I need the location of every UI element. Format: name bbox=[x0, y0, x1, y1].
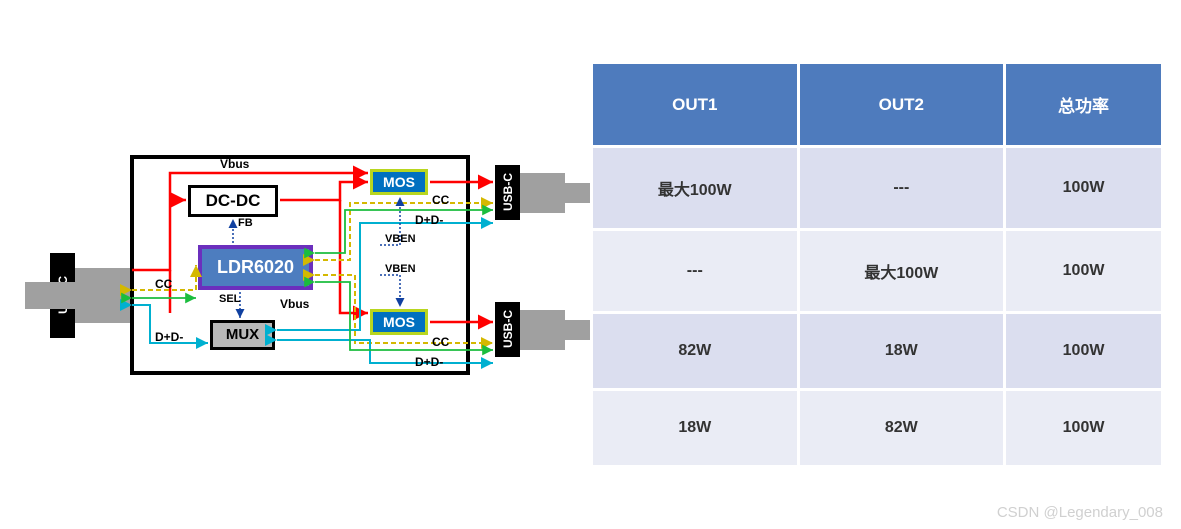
table-row: 18W 82W 100W bbox=[592, 390, 1163, 467]
label-cc-2: CC bbox=[432, 335, 449, 349]
table-row: 82W 18W 100W bbox=[592, 313, 1163, 390]
usbc-right-connector-1: USB-C bbox=[495, 165, 520, 220]
cell: --- bbox=[592, 230, 799, 313]
cell: 100W bbox=[1005, 230, 1163, 313]
table-header-row: OUT1 OUT2 总功率 bbox=[592, 63, 1163, 147]
watermark: CSDN @Legendary_008 bbox=[997, 504, 1163, 521]
usbc-right-label-1: USB-C bbox=[501, 173, 515, 211]
label-sel: SEL bbox=[219, 293, 240, 305]
cell: 82W bbox=[798, 390, 1005, 467]
label-cc-left: CC bbox=[155, 277, 172, 291]
label-ddm-1: D+D- bbox=[415, 213, 443, 227]
mos-block-2: MOS bbox=[370, 309, 428, 335]
usbc-right-label-2: USB-C bbox=[501, 310, 515, 348]
usbc-right-plug-2 bbox=[520, 310, 565, 350]
col-total: 总功率 bbox=[1005, 63, 1163, 147]
cell: 最大100W bbox=[798, 230, 1005, 313]
usbc-left-plug bbox=[75, 268, 130, 323]
mos-block-1: MOS bbox=[370, 169, 428, 195]
label-ddm-2: D+D- bbox=[415, 355, 443, 369]
ldr6020-block: LDR6020 bbox=[198, 245, 313, 290]
usbc-right-plug-1 bbox=[520, 173, 565, 213]
cell: 100W bbox=[1005, 390, 1163, 467]
usbc-right-connector-2: USB-C bbox=[495, 302, 520, 357]
label-ddm-left: D+D- bbox=[155, 330, 183, 344]
cell: 最大100W bbox=[592, 147, 799, 230]
mux-block: MUX bbox=[210, 320, 275, 350]
label-vben-1: VBEN bbox=[385, 233, 416, 245]
cell: --- bbox=[798, 147, 1005, 230]
cell: 82W bbox=[592, 313, 799, 390]
power-table: OUT1 OUT2 总功率 最大100W --- 100W --- 最大100W… bbox=[590, 61, 1164, 468]
label-vben-2: VBEN bbox=[385, 263, 416, 275]
dcdc-block: DC-DC bbox=[188, 185, 278, 217]
col-out2: OUT2 bbox=[798, 63, 1005, 147]
cell: 18W bbox=[798, 313, 1005, 390]
col-out1: OUT1 bbox=[592, 63, 799, 147]
cell: 100W bbox=[1005, 147, 1163, 230]
label-fb: FB bbox=[238, 217, 253, 229]
table-row: --- 最大100W 100W bbox=[592, 230, 1163, 313]
table-body: 最大100W --- 100W --- 最大100W 100W 82W 18W … bbox=[592, 147, 1163, 467]
table-row: 最大100W --- 100W bbox=[592, 147, 1163, 230]
cell: 100W bbox=[1005, 313, 1163, 390]
block-diagram: USB-C DC-DC LDR6020 MUX MOS MOS USB-C US… bbox=[0, 65, 590, 465]
label-vbus-2: Vbus bbox=[280, 297, 309, 311]
label-cc-1: CC bbox=[432, 193, 449, 207]
label-vbus-1: Vbus bbox=[220, 157, 249, 171]
cell: 18W bbox=[592, 390, 799, 467]
